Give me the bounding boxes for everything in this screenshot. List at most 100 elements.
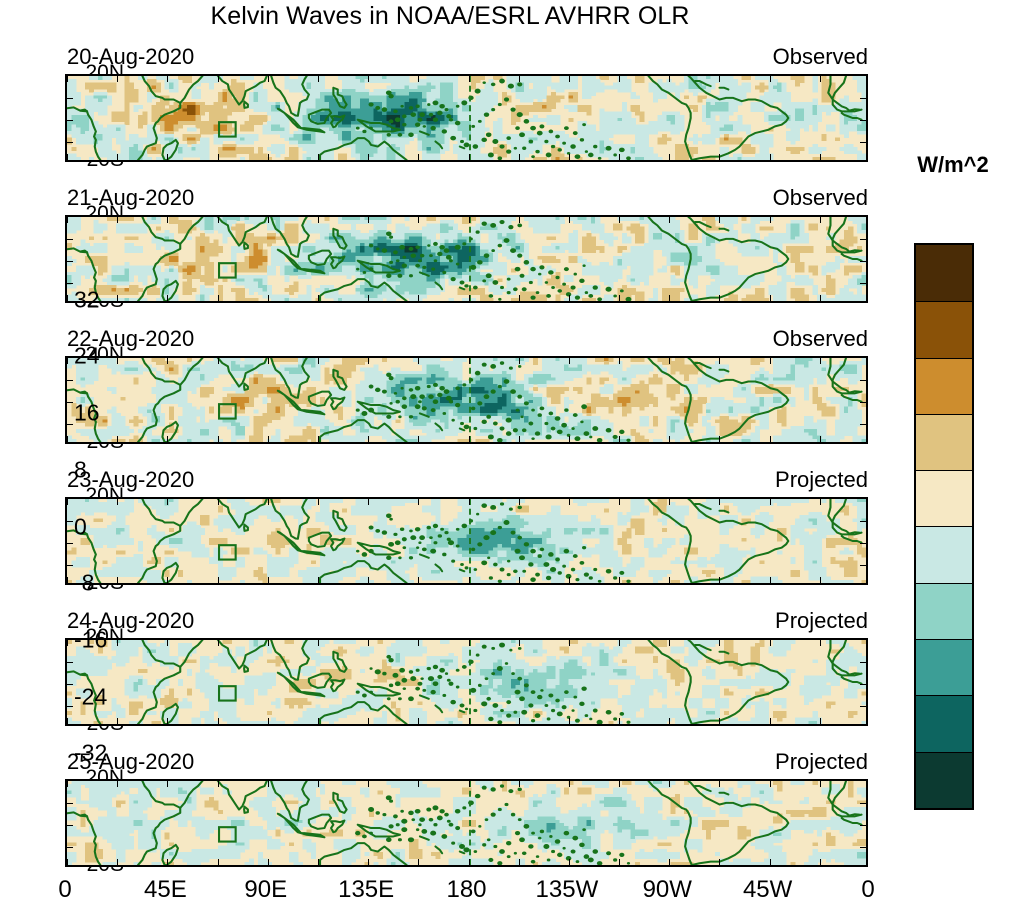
panel-status-label: Projected xyxy=(775,608,868,633)
map-panel: 22-Aug-2020Observed20N020S xyxy=(65,326,868,453)
axis-tick xyxy=(267,640,269,646)
axis-tick xyxy=(619,640,621,646)
colorbar-tick-label: 16 xyxy=(74,399,100,426)
axis-tick xyxy=(619,577,621,583)
colorbar-tick-label: 32 xyxy=(74,286,100,313)
axis-tick xyxy=(67,239,73,240)
axis-tick xyxy=(568,217,570,223)
panel-date-label: 21-Aug-2020 xyxy=(67,185,195,210)
axis-tick xyxy=(167,640,169,646)
colorbar-band xyxy=(916,582,972,640)
axis-tick xyxy=(860,706,866,707)
axis-tick xyxy=(769,358,771,364)
axis-tick xyxy=(719,76,721,82)
axis-tick xyxy=(167,358,169,364)
axis-tick xyxy=(860,424,866,425)
panel-date-label: 22-Aug-2020 xyxy=(67,326,195,351)
axis-tick xyxy=(619,718,621,724)
axis-tick xyxy=(217,640,219,646)
axis-tick xyxy=(67,825,73,826)
axis-tick xyxy=(719,358,721,364)
axis-tick xyxy=(267,76,269,82)
axis-tick xyxy=(317,358,319,364)
axis-tick xyxy=(518,295,520,301)
axis-tick xyxy=(418,718,420,724)
axis-tick xyxy=(568,859,570,865)
axis-tick xyxy=(669,499,671,505)
x-tick-label: 180 xyxy=(446,876,487,903)
axis-tick xyxy=(217,436,219,442)
axis-tick xyxy=(860,261,866,262)
axis-tick xyxy=(67,662,73,663)
axis-tick xyxy=(568,577,570,583)
axis-tick xyxy=(167,436,169,442)
axis-tick xyxy=(267,499,269,505)
axis-tick xyxy=(568,640,570,646)
axis-tick xyxy=(669,154,671,160)
axis-tick xyxy=(67,640,68,646)
axis-tick xyxy=(669,217,671,223)
axis-tick xyxy=(860,98,866,99)
axis-tick xyxy=(418,499,420,505)
axis-tick xyxy=(368,358,370,364)
axis-tick xyxy=(669,859,671,865)
axis-tick xyxy=(67,859,68,865)
axis-tick xyxy=(669,358,671,364)
axis-tick xyxy=(418,577,420,583)
axis-tick xyxy=(619,295,621,301)
x-axis: 0 45E 90E 135E 180 135W 90W 45W 0 xyxy=(58,876,874,910)
page-title: Kelvin Waves in NOAA/ESRL AVHRR OLR xyxy=(210,2,690,30)
axis-tick xyxy=(619,76,621,82)
axis-tick xyxy=(317,859,319,865)
axis-tick xyxy=(619,217,621,223)
axis-tick xyxy=(117,436,119,442)
axis-tick xyxy=(317,781,319,787)
axis-tick xyxy=(860,847,866,848)
axis-tick xyxy=(568,718,570,724)
x-tick-label: 45E xyxy=(144,876,187,903)
axis-tick xyxy=(468,217,470,223)
axis-tick xyxy=(468,295,470,301)
axis-tick xyxy=(860,662,866,663)
axis-tick xyxy=(418,859,420,865)
colorbar-tick-labels: 32 24 16 8 0 -8 -16 -24 -32 xyxy=(74,243,144,810)
axis-tick xyxy=(67,295,68,301)
axis-tick xyxy=(67,521,73,522)
map-panel: 20-Aug-2020Observed20N020S xyxy=(65,44,868,171)
colorbar-band xyxy=(916,526,972,583)
axis-tick xyxy=(860,402,866,403)
colorbar-tick-label: 8 xyxy=(74,456,87,483)
axis-tick xyxy=(67,98,73,99)
axis-tick xyxy=(317,499,319,505)
axis-tick xyxy=(769,217,771,223)
axis-tick xyxy=(267,358,269,364)
axis-tick xyxy=(368,577,370,583)
axis-tick xyxy=(67,217,68,223)
axis-tick xyxy=(518,499,520,505)
axis-tick xyxy=(468,718,470,724)
axis-tick xyxy=(468,436,470,442)
colorbar-tick-label: 24 xyxy=(74,342,100,369)
axis-tick xyxy=(769,781,771,787)
axis-tick xyxy=(217,718,219,724)
axis-tick xyxy=(468,577,470,583)
axis-tick xyxy=(518,718,520,724)
axis-tick xyxy=(117,859,119,865)
colorbar-band xyxy=(916,751,972,808)
x-tick-label: 0 xyxy=(58,876,72,903)
axis-tick xyxy=(317,217,319,223)
axis-tick xyxy=(769,718,771,724)
axis-tick xyxy=(518,154,520,160)
axis-tick xyxy=(769,154,771,160)
axis-tick xyxy=(769,295,771,301)
map-panel: 24-Aug-2020Projected20N020S xyxy=(65,608,868,735)
axis-tick xyxy=(267,781,269,787)
axis-tick xyxy=(819,781,821,787)
axis-tick xyxy=(117,718,119,724)
axis-tick xyxy=(669,295,671,301)
axis-tick xyxy=(619,499,621,505)
axis-tick xyxy=(669,76,671,82)
dateline-180 xyxy=(468,358,471,442)
axis-tick xyxy=(518,436,520,442)
axis-tick xyxy=(368,718,370,724)
